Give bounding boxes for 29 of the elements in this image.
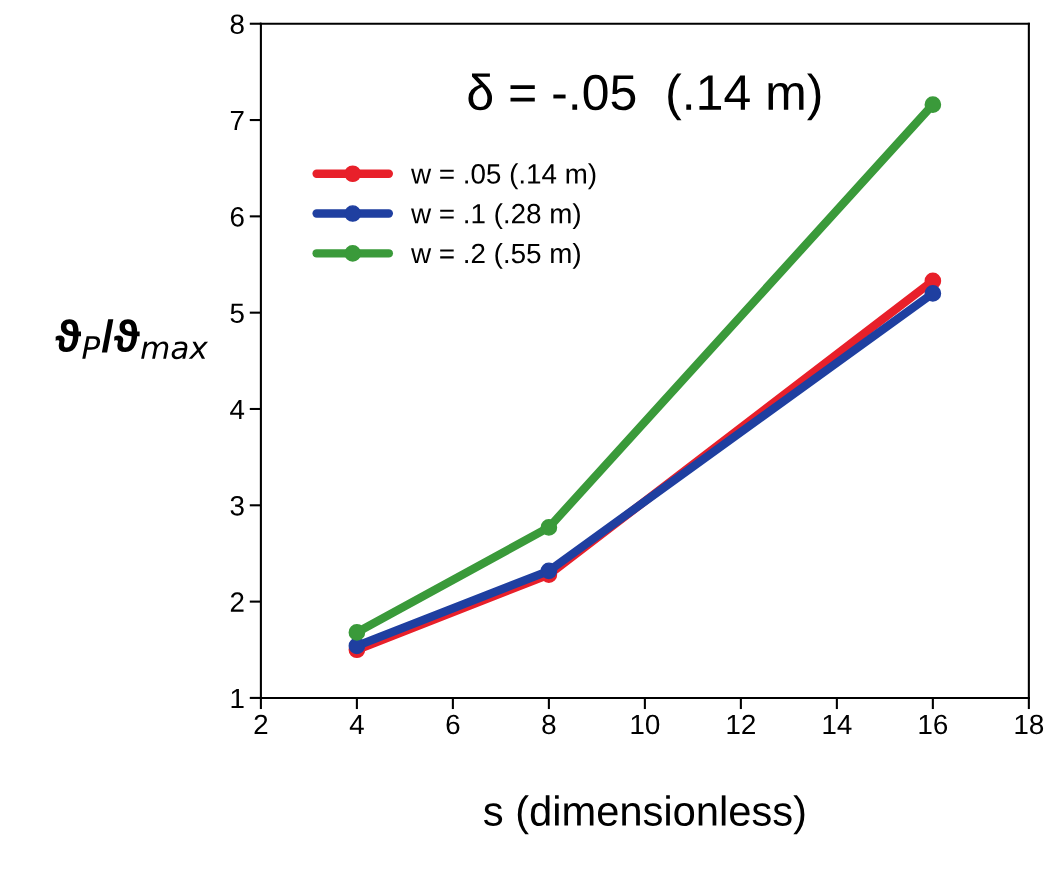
point <box>348 637 366 655</box>
y-tick-label: 8 <box>230 14 244 35</box>
y-tick-label: 7 <box>230 111 244 131</box>
point <box>348 624 366 641</box>
x-tick-label: 12 <box>727 714 755 735</box>
legend-label: w = .05 (.14 m) <box>411 163 596 190</box>
point <box>540 562 558 580</box>
x-tick-label: 18 <box>1015 714 1044 735</box>
x-tick-label: 8 <box>542 714 556 735</box>
legend-label: w = .1 (.28 m) <box>411 203 580 230</box>
x-tick-label: 6 <box>446 714 460 735</box>
point <box>924 285 942 302</box>
y-axis-title: ϑ$_{P}$/ϑ$_{max}$ <box>55 319 209 360</box>
y-tick-label: 1 <box>231 688 244 708</box>
legend-label: w = .2 (.55 m) <box>411 242 580 269</box>
x-axis-title: s (dimensionless) <box>483 795 805 835</box>
y-tick-label: 2 <box>230 592 244 612</box>
y-tick-label: 5 <box>230 303 244 324</box>
x-tick-label: 4 <box>349 714 364 735</box>
x-tick-label: 2 <box>254 714 268 735</box>
y-tick-label: 3 <box>230 495 244 516</box>
point <box>540 519 558 536</box>
y-tick-label: 6 <box>230 207 244 227</box>
text: δ = -.05 (.14 m) <box>468 73 821 121</box>
point <box>924 96 942 113</box>
x-tick-label: 16 <box>919 714 948 735</box>
x-tick-label: 14 <box>823 714 852 735</box>
x-tick-label: 10 <box>631 714 660 735</box>
y-tick-label: 4 <box>230 399 245 420</box>
